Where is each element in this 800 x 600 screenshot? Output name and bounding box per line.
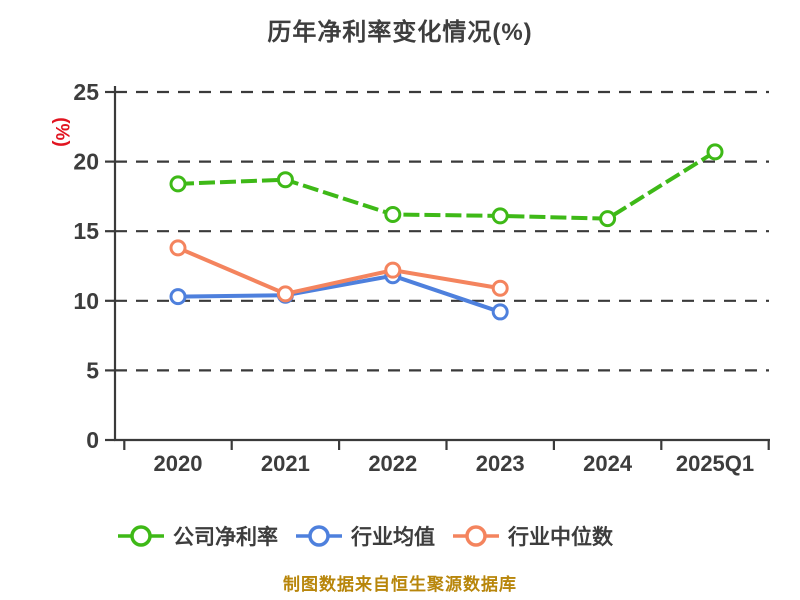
y-tick-label: 25: [73, 79, 99, 105]
series-line-2: [177, 246, 501, 296]
x-tick-label: 2024: [583, 451, 633, 476]
chart-title: 历年净利率变化情况(%): [267, 19, 533, 46]
y-tick-label: 5: [86, 357, 99, 383]
data-point-marker: [384, 261, 402, 279]
x-tick-label: 2023: [476, 451, 525, 476]
y-tick-label: 10: [73, 288, 99, 314]
data-point-marker: [169, 239, 187, 257]
data-point-marker: [491, 207, 509, 225]
series-line-1: [177, 273, 501, 314]
x-tick-label: 2021: [261, 451, 310, 476]
data-point-marker: [169, 175, 187, 193]
legend-item-industry-median: 行业中位数: [453, 521, 613, 551]
y-tick-label: 15: [73, 218, 99, 244]
x-tick-label: 2025Q1: [676, 451, 754, 476]
legend-item-company: 公司净利率: [118, 521, 278, 551]
y-tick-label: 0: [86, 427, 99, 453]
legend-label-company: 公司净利率: [173, 526, 278, 549]
legend: 公司净利率 行业均值 行业中位数: [118, 521, 613, 551]
series-line-0: [177, 150, 717, 221]
data-point-marker: [276, 285, 294, 303]
data-point-marker: [276, 171, 294, 189]
x-tick-label: 2020: [154, 451, 203, 476]
data-point-marker: [491, 303, 509, 321]
legend-marker-industry-avg-icon: [296, 525, 342, 547]
data-point-marker: [384, 205, 402, 223]
data-point-marker: [491, 279, 509, 297]
legend-marker-company-icon: [118, 525, 164, 547]
legend-item-industry-avg: 行业均值: [296, 521, 435, 551]
legend-label-industry-avg: 行业均值: [351, 526, 435, 549]
data-point-marker: [706, 143, 724, 161]
legend-marker-industry-median-icon: [453, 525, 499, 547]
x-tick-label: 2022: [368, 451, 417, 476]
data-point-marker: [599, 210, 617, 228]
footer-source-note: 制图数据来自恒生聚源数据库: [283, 575, 517, 594]
data-point-marker: [169, 288, 187, 306]
legend-label-industry-median: 行业中位数: [508, 526, 613, 549]
y-tick-label: 20: [73, 149, 99, 175]
